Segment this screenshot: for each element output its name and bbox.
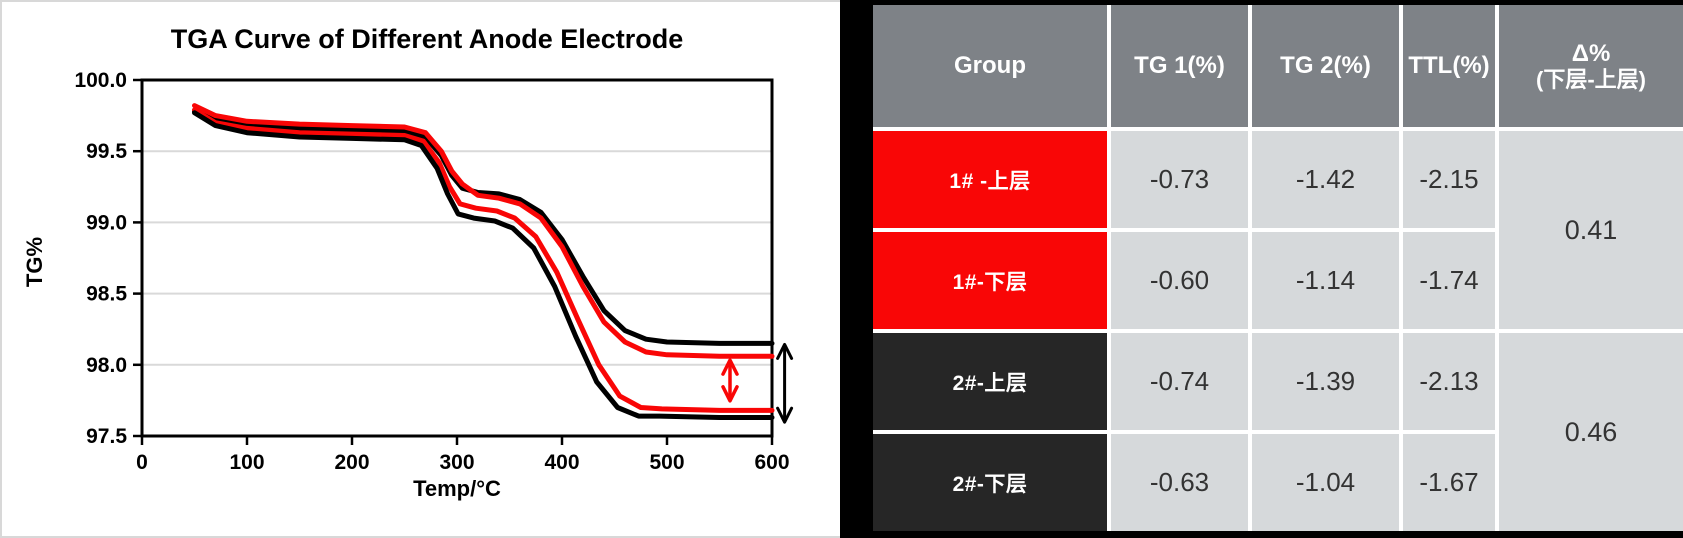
black-delta-arrow-head-top — [776, 342, 794, 360]
results-table-panel: Group TG 1(%) TG 2(%) TTL(%) Δ% (下层-上层) … — [840, 0, 1683, 538]
x-tick-label: 400 — [544, 451, 579, 474]
delta-cell-2: 0.46 — [1499, 333, 1683, 531]
tga-chart: 0 100 200 300 400 500 600 97.5 98.0 98.5 99.0 99.5 1… — [22, 24, 794, 501]
tg2-cell-2-lower: -1.04 — [1252, 434, 1399, 531]
x-tick-label: 600 — [754, 451, 789, 474]
tg2-cell-1-upper: -1.42 — [1252, 131, 1399, 228]
tg2-cell-2-upper: -1.39 — [1252, 333, 1399, 430]
tg1-cell-1-upper: -0.73 — [1111, 131, 1248, 228]
x-tick-label: 0 — [136, 451, 148, 474]
group-cell-2-lower: 2#-下层 — [873, 434, 1107, 531]
y-tick-label: 98.5 — [86, 283, 127, 306]
plot-frame — [140, 78, 774, 438]
group-cell-1-upper: 1# -上层 — [873, 131, 1107, 228]
ttl-cell-2-upper: -2.13 — [1403, 333, 1495, 430]
y-axis-label: TG% — [22, 237, 47, 287]
y-tick-label: 100.0 — [74, 69, 127, 92]
chart-title: TGA Curve of Different Anode Electrode — [171, 24, 684, 54]
tga-chart-panel: 0 100 200 300 400 500 600 97.5 98.0 98.5 99.0 99.5 1… — [0, 0, 840, 538]
y-tick-label: 98.0 — [86, 354, 127, 377]
tg1-cell-2-upper: -0.74 — [1111, 333, 1248, 430]
tg2-cell-1-lower: -1.14 — [1252, 232, 1399, 329]
tga-curve-1#-下层 — [192, 103, 775, 359]
header-tg1: TG 1(%) — [1111, 5, 1248, 127]
tga-results-table: Group TG 1(%) TG 2(%) TTL(%) Δ% (下层-上层) … — [873, 5, 1683, 531]
x-tick-label: 100 — [229, 451, 264, 474]
tg1-cell-2-lower: -0.63 — [1111, 434, 1248, 531]
tg1-cell-1-lower: -0.60 — [1111, 232, 1248, 329]
ttl-cell-1-upper: -2.15 — [1403, 131, 1495, 228]
tga-curve-2#-下层 — [192, 108, 775, 346]
black-delta-arrow-head-bottom — [776, 406, 794, 424]
header-tg2: TG 2(%) — [1252, 5, 1399, 127]
header-delta-symbol: Δ% — [1571, 39, 1611, 67]
x-tick-label: 300 — [439, 451, 474, 474]
header-ttl: TTL(%) — [1403, 5, 1495, 127]
header-group: Group — [873, 5, 1107, 127]
group-cell-1-lower: 1#-下层 — [873, 232, 1107, 329]
tga-curve-1#-上层 — [192, 107, 775, 413]
y-tick-label: 99.0 — [86, 211, 127, 234]
delta-cell-1: 0.41 — [1499, 131, 1683, 329]
ttl-cell-2-lower: -1.67 — [1403, 434, 1495, 531]
group-cell-2-upper: 2#-上层 — [873, 333, 1107, 430]
y-tick-label: 97.5 — [86, 425, 127, 448]
red-delta-arrow-head-bottom — [721, 385, 739, 403]
tga-curve-2#-上层 — [192, 110, 775, 420]
y-tick-label: 99.5 — [86, 140, 127, 163]
x-tick-label: 200 — [334, 451, 369, 474]
ttl-cell-1-lower: -1.74 — [1403, 232, 1495, 329]
header-delta: Δ% (下层-上层) — [1499, 5, 1683, 127]
x-axis-label: Temp/°C — [413, 476, 501, 501]
x-tick-label: 500 — [649, 451, 684, 474]
red-delta-arrow-head-top — [721, 358, 739, 376]
header-delta-sub: (下层-上层) — [1536, 67, 1646, 93]
